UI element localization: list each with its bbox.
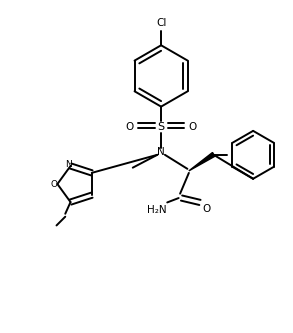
Text: S: S — [158, 122, 165, 132]
Text: O: O — [125, 122, 134, 132]
Text: N: N — [65, 160, 72, 169]
Text: O: O — [188, 122, 197, 132]
Text: O: O — [50, 180, 57, 189]
Text: Cl: Cl — [156, 18, 166, 28]
Text: N: N — [157, 147, 165, 157]
Polygon shape — [189, 153, 215, 171]
Text: O: O — [203, 204, 211, 214]
Text: H₂N: H₂N — [147, 205, 166, 215]
